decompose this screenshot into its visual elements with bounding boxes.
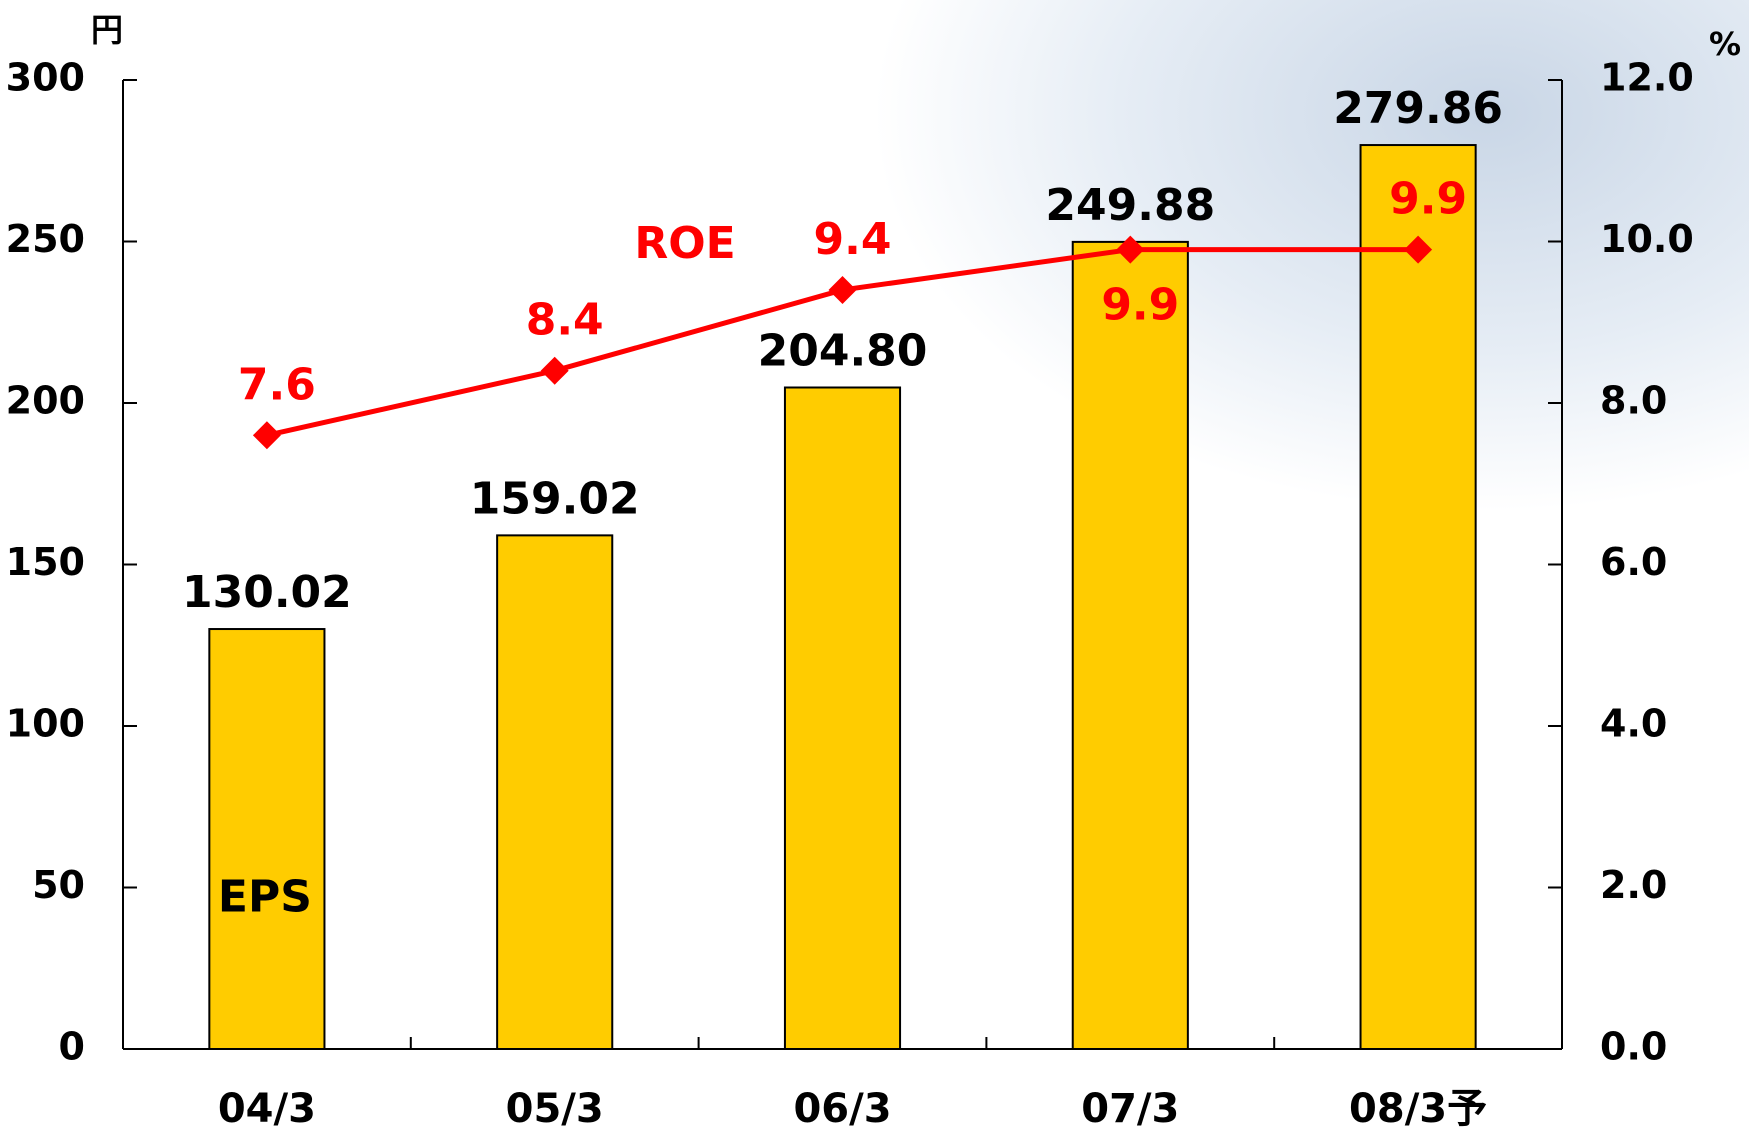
y-tick-label: 50 bbox=[32, 863, 85, 907]
y2-unit: % bbox=[1709, 25, 1741, 63]
bar-value-label: 249.88 bbox=[1045, 180, 1215, 231]
y2-tick-label: 4.0 bbox=[1600, 702, 1667, 746]
bar-value-label: 130.02 bbox=[182, 567, 352, 618]
bar-value-label: 204.80 bbox=[758, 325, 928, 376]
x-tick-label: 06/3 bbox=[793, 1086, 891, 1132]
y2-tick-label: 0.0 bbox=[1600, 1025, 1667, 1069]
y-tick-label: 0 bbox=[59, 1025, 85, 1069]
y2-tick-label: 10.0 bbox=[1600, 217, 1694, 261]
x-tick-label: 07/3 bbox=[1081, 1086, 1179, 1132]
x-tick-label: 08/3予 bbox=[1349, 1086, 1487, 1132]
x-tick-label: 05/3 bbox=[506, 1086, 604, 1132]
y-tick-label: 200 bbox=[6, 379, 85, 423]
y2-tick-label: 2.0 bbox=[1600, 863, 1667, 907]
y2-tick-label: 8.0 bbox=[1600, 379, 1667, 423]
bar-value-label: 159.02 bbox=[470, 473, 640, 524]
y-tick-label: 150 bbox=[6, 540, 85, 584]
roe-value-label: 8.4 bbox=[526, 295, 604, 346]
y-tick-label: 100 bbox=[6, 702, 85, 746]
bar bbox=[496, 534, 614, 1050]
y-unit: 円 bbox=[91, 11, 123, 49]
roe-value-label: 9.9 bbox=[1101, 280, 1179, 331]
series-label: ROE bbox=[634, 218, 735, 269]
y-tick-label: 300 bbox=[6, 56, 85, 100]
y2-tick-label: 6.0 bbox=[1600, 540, 1667, 584]
roe-value-label: 9.9 bbox=[1389, 174, 1467, 225]
bar-value-label: 279.86 bbox=[1333, 83, 1503, 134]
roe-marker bbox=[540, 356, 569, 385]
bar bbox=[1071, 240, 1189, 1051]
roe-value-label: 9.4 bbox=[814, 214, 892, 265]
roe-value-label: 7.6 bbox=[238, 359, 316, 410]
y2-tick-label: 12.0 bbox=[1600, 56, 1694, 100]
bar bbox=[208, 628, 326, 1050]
series-label: EPS bbox=[218, 872, 312, 923]
bar bbox=[1359, 144, 1477, 1051]
bar bbox=[783, 386, 902, 1051]
roe-marker bbox=[252, 421, 281, 450]
y-tick-label: 250 bbox=[6, 217, 85, 261]
x-tick-label: 04/3 bbox=[218, 1086, 316, 1132]
roe-marker bbox=[1404, 235, 1433, 264]
roe-marker bbox=[1116, 235, 1145, 264]
roe-marker bbox=[828, 275, 857, 304]
